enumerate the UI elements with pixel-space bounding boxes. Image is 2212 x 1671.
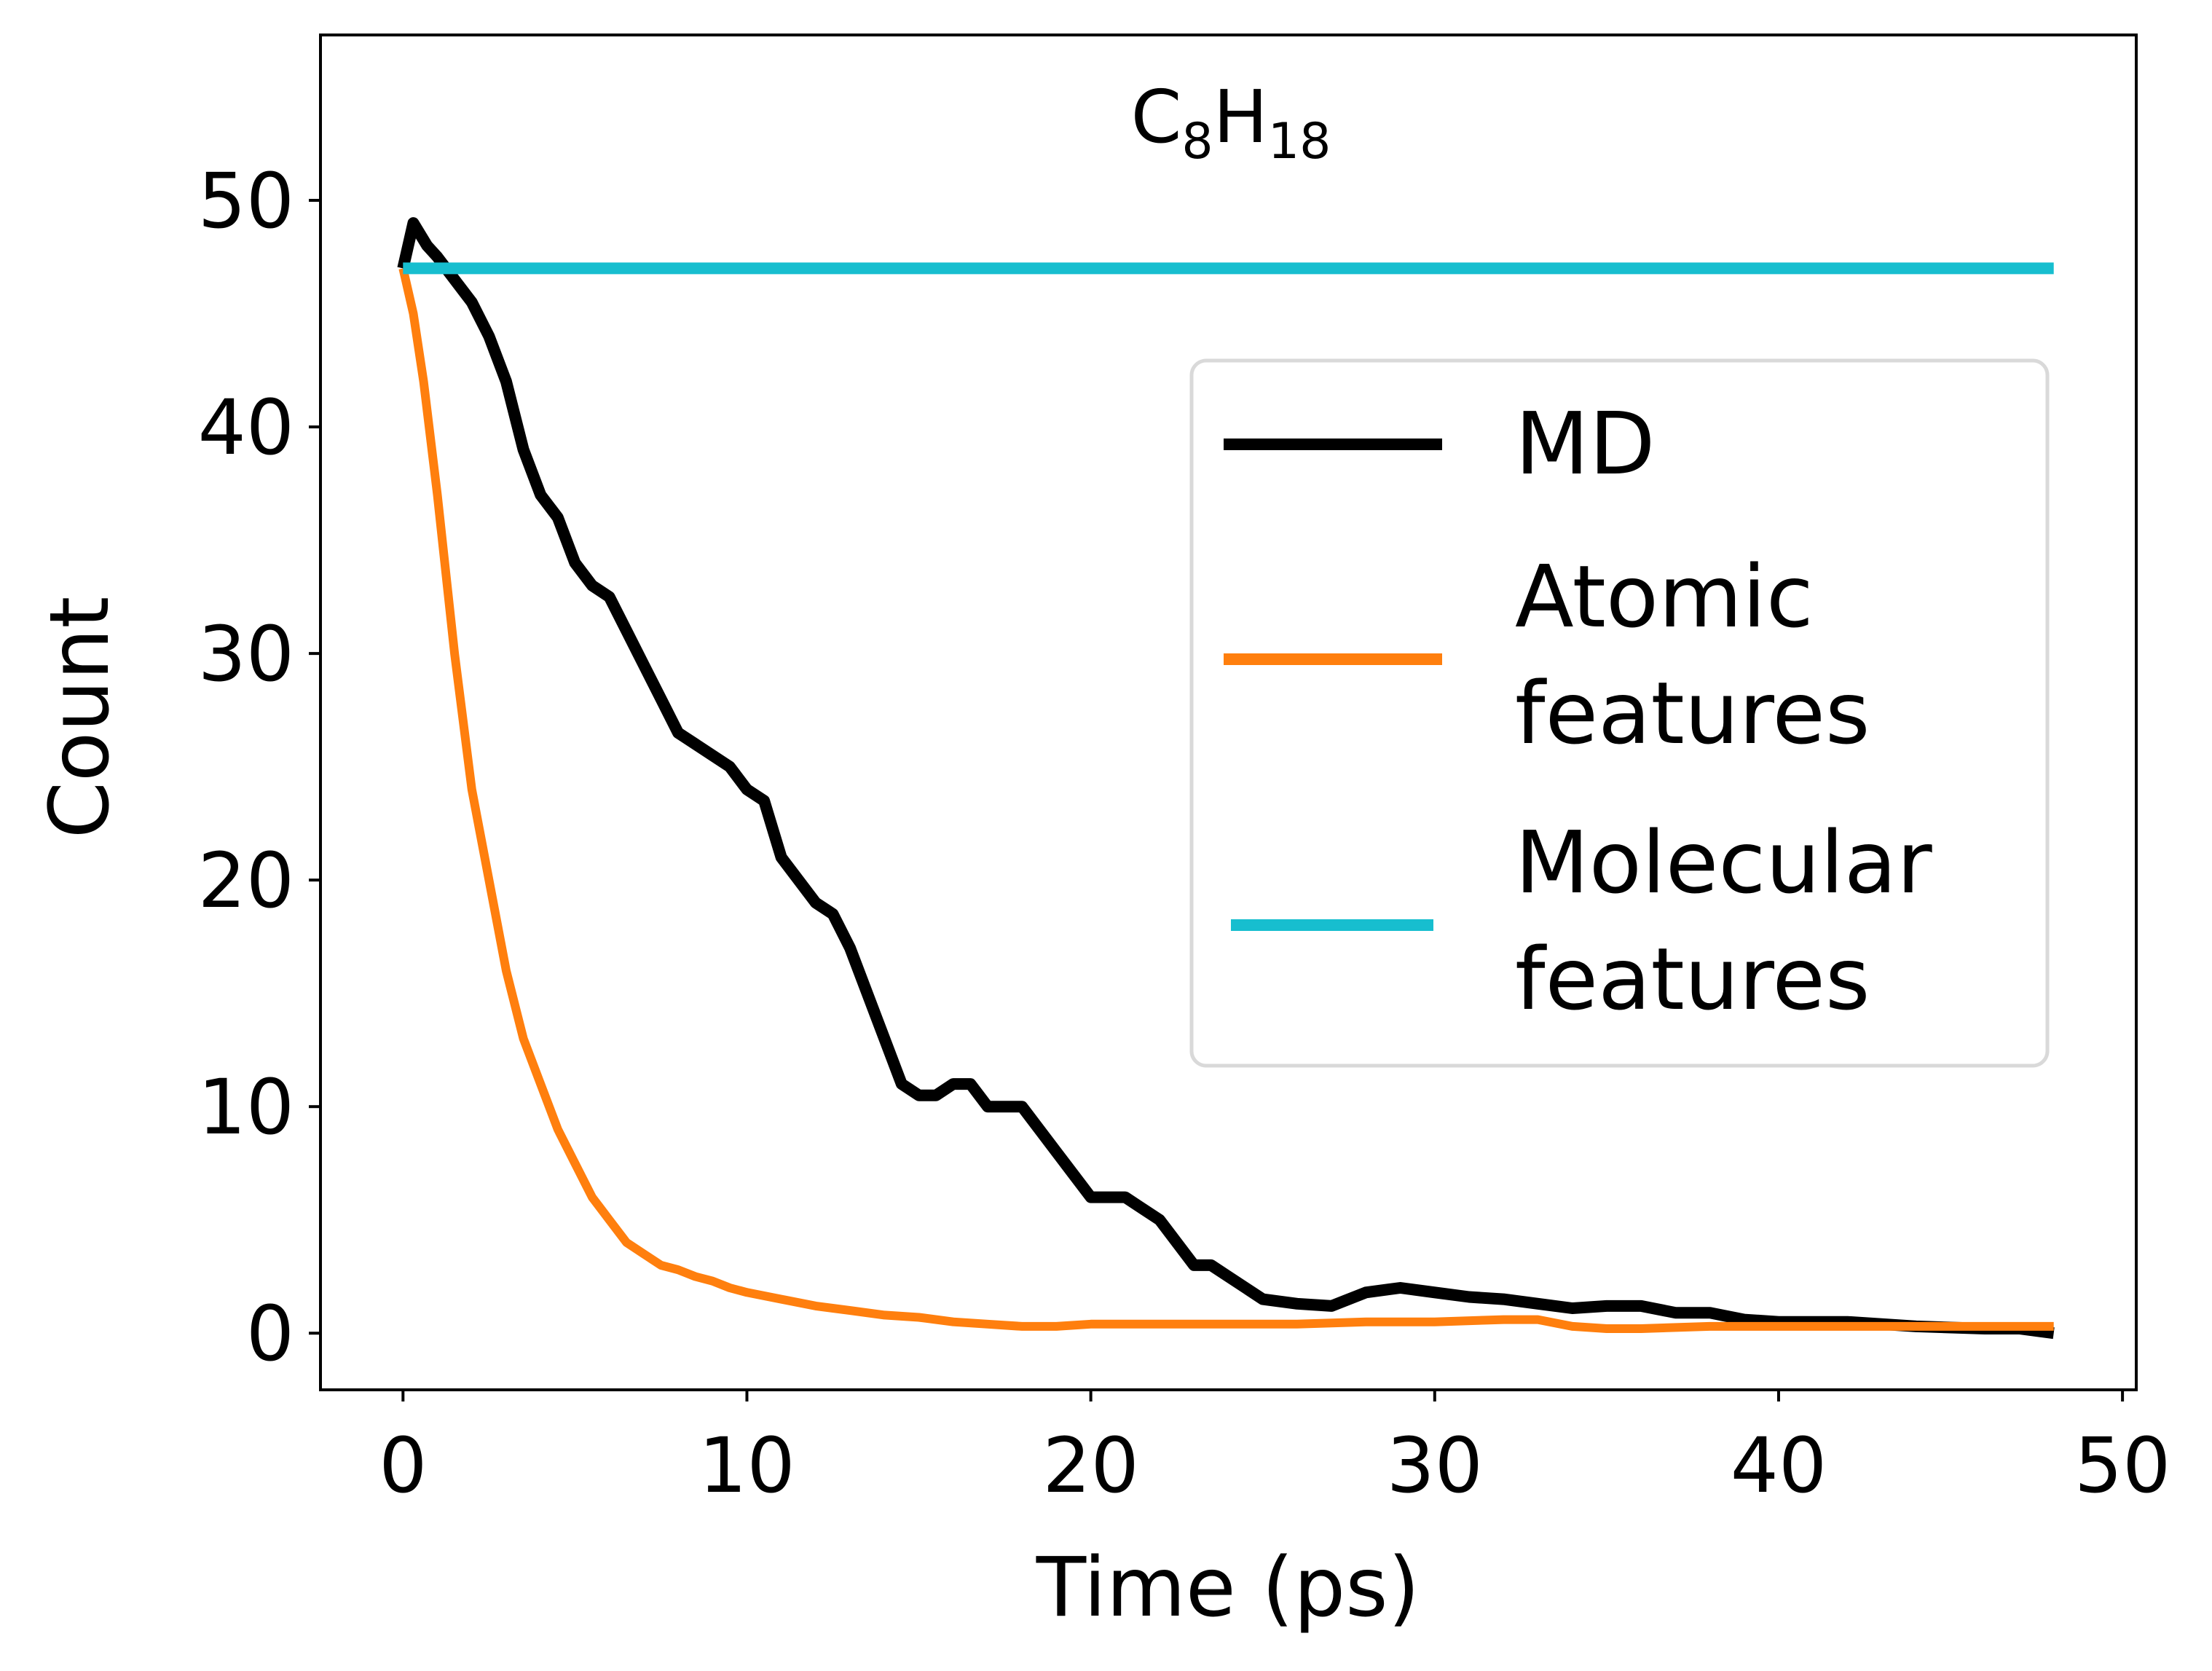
x-tick-label: 0 <box>379 1421 427 1510</box>
y-tick-label: 10 <box>198 1063 294 1152</box>
legend: MD Atomic features Molecular features <box>1189 358 2050 1068</box>
title-h-subscript: 18 <box>1268 113 1331 170</box>
legend-box <box>1189 358 2050 1068</box>
legend-label-atomic-line-1: Atomic <box>1515 546 1814 647</box>
x-tick-label: 40 <box>1731 1421 1827 1510</box>
legend-label-molecular-line-2: features <box>1515 929 1870 1029</box>
x-tick-label: 50 <box>2074 1421 2170 1510</box>
legend-label-atomic-line-2: features <box>1515 663 1870 763</box>
y-axis: 0 10 20 30 40 50 <box>198 157 320 1378</box>
chart-title: C8H18 <box>1131 74 1331 170</box>
x-tick-label: 10 <box>698 1421 795 1510</box>
title-c: C <box>1131 74 1182 160</box>
legend-label-molecular-line-1: Molecular <box>1515 812 1932 913</box>
y-tick-label: 50 <box>198 157 294 245</box>
series-layer <box>397 217 2055 1340</box>
plot-area <box>397 217 2055 1340</box>
series-line-0 <box>397 217 2055 1340</box>
series-line-1 <box>398 267 2054 1333</box>
y-axis-label: Count <box>33 597 127 839</box>
x-axis: 0 10 20 30 40 50 <box>379 1390 2170 1510</box>
legend-label-molecular: Molecular features <box>1515 812 1932 1029</box>
y-tick-label: 20 <box>198 836 294 925</box>
x-tick-label: 30 <box>1387 1421 1483 1510</box>
legend-label-md-line: MD <box>1515 393 1656 494</box>
title-h: H <box>1213 74 1268 160</box>
y-tick-label: 40 <box>198 383 294 472</box>
x-tick-label: 20 <box>1042 1421 1138 1510</box>
x-axis-label: Time (ps) <box>1036 1541 1420 1635</box>
title-c-subscript: 8 <box>1181 113 1213 170</box>
y-tick-label: 30 <box>198 610 294 699</box>
legend-label-atomic: Atomic features <box>1515 546 1870 763</box>
y-tick-label: 0 <box>246 1289 294 1378</box>
legend-label-md: MD <box>1515 393 1656 494</box>
plot-frame <box>319 34 2138 1391</box>
